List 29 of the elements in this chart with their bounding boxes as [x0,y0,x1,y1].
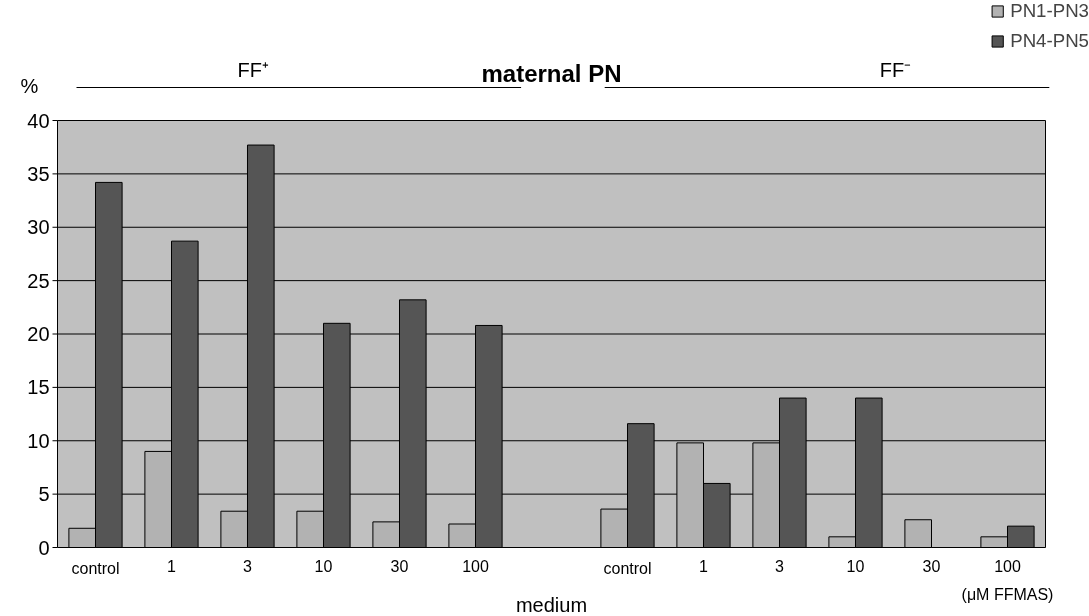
y-tick-label: 0 [38,536,50,559]
x-axis-title: medium [515,593,588,616]
x-tick-label: 1 [699,557,709,575]
y-tick-label: 15 [27,376,50,399]
y-tick-label: 20 [27,323,50,345]
y-tick-label: 30 [27,216,50,239]
x-tick-label: 1 [167,557,177,575]
x-tick-label: 30 [922,557,941,575]
text: FF⁻ [879,58,912,81]
y-tick-label: 35 [27,162,50,185]
x-tick-label: 100 [994,557,1021,575]
x-tick-label: 100 [462,557,489,575]
text: FF⁺ [237,58,269,81]
y-tick-label: 40 [27,109,50,132]
y-axis-title: % [20,74,39,97]
x-tick-label: 30 [390,557,409,575]
x-tick-label: 3 [775,557,785,575]
y-tick-label: 25 [27,269,50,292]
x-tick-label: control [603,559,652,577]
legend-label: PN4-PN5 [1010,30,1089,52]
x-tick-label: 3 [243,557,253,575]
x-tick-label: 10 [314,557,333,575]
x-tick-label: 10 [846,557,865,575]
x-tick-label: control [71,559,120,577]
text: (μM FFMAS) [961,585,1054,603]
y-tick-label: 5 [38,483,50,506]
legend-label: PN1-PN3 [1010,0,1089,22]
chart-title: maternal PN [481,59,622,87]
y-tick-label: 10 [27,429,50,452]
